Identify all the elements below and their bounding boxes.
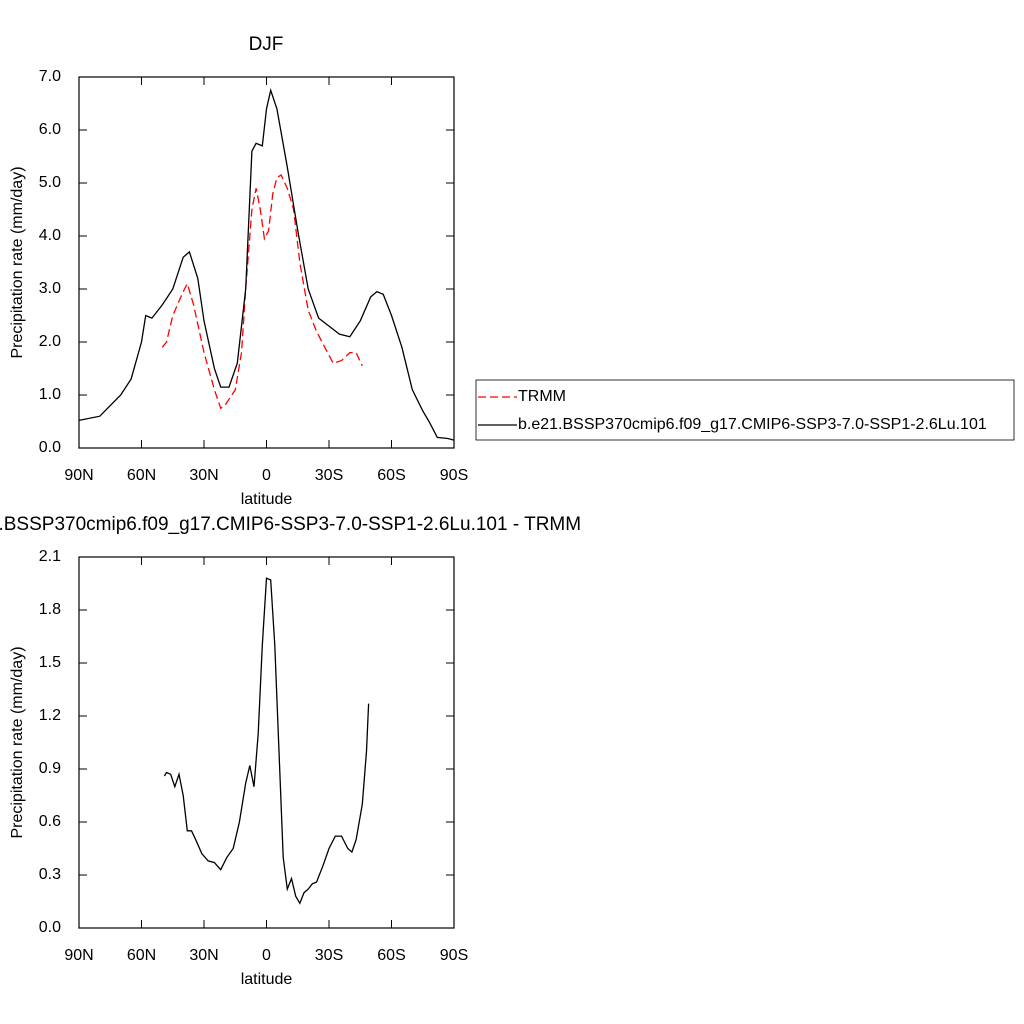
legend-box — [475, 379, 1015, 441]
y-tick-label: 0.9 — [39, 760, 61, 777]
x-tick-label: 30S — [315, 467, 343, 484]
x-tick-label: 30N — [189, 947, 218, 964]
plot-frame — [78, 76, 455, 449]
y-tick-label: 0.6 — [39, 813, 61, 830]
y-tick-label: 2.1 — [39, 548, 61, 565]
x-tick-label: 90N — [64, 467, 93, 484]
x-tick-label: 60N — [127, 467, 156, 484]
x-tick-label: 0 — [262, 467, 271, 484]
data-line — [78, 87, 455, 441]
y-tick-label: 4.0 — [39, 227, 61, 244]
y-tick-label: 1.2 — [39, 707, 61, 724]
y-tick-label: 7.0 — [39, 68, 61, 85]
legend-label: b.e21.BSSP370cmip6.f09_g17.CMIP6-SSP3-7.… — [518, 416, 987, 433]
plot-frame — [78, 556, 455, 929]
data-line — [161, 174, 363, 410]
y-axis-label: Precipitation rate (mm/day) — [9, 646, 26, 838]
x-tick-label: 60S — [377, 467, 405, 484]
y-tick-label: 1.5 — [39, 654, 61, 671]
chart-title: DJF — [249, 34, 284, 55]
y-tick-label: 0.0 — [39, 439, 61, 456]
x-axis-label: latitude — [241, 971, 293, 988]
y-axis-label: Precipitation rate (mm/day) — [9, 166, 26, 358]
x-tick-label: 90S — [440, 947, 468, 964]
x-tick-label: 0 — [262, 947, 271, 964]
y-tick-label: 0.0 — [39, 919, 61, 936]
y-tick-label: 1.0 — [39, 386, 61, 403]
chart-title: b.e21.BSSP370cmip6.f09_g17.CMIP6-SSP3-7.… — [0, 514, 581, 535]
y-tick-label: 5.0 — [39, 174, 61, 191]
x-tick-label: 90S — [440, 467, 468, 484]
y-tick-label: 6.0 — [39, 121, 61, 138]
x-tick-label: 60N — [127, 947, 156, 964]
data-line — [163, 577, 370, 905]
x-tick-label: 30N — [189, 467, 218, 484]
y-tick-label: 3.0 — [39, 280, 61, 297]
y-tick-label: 0.3 — [39, 866, 61, 883]
x-axis-label: latitude — [241, 491, 293, 508]
x-tick-label: 60S — [377, 947, 405, 964]
x-tick-label: 90N — [64, 947, 93, 964]
x-tick-label: 30S — [315, 947, 343, 964]
y-tick-label: 1.8 — [39, 601, 61, 618]
legend-label: TRMM — [518, 388, 566, 405]
y-tick-label: 2.0 — [39, 333, 61, 350]
